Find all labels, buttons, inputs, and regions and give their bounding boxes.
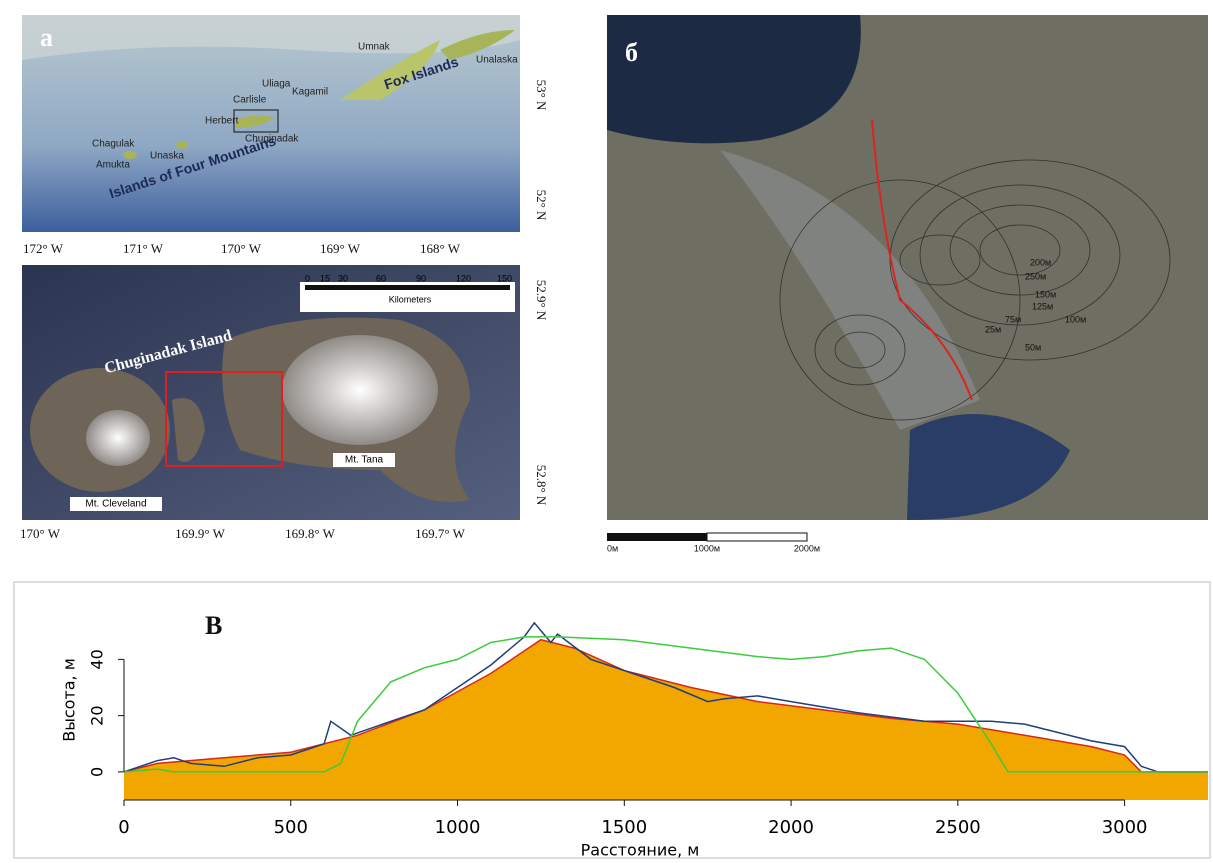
- contour-label: 25м: [985, 324, 1001, 334]
- snowcap: [282, 335, 438, 445]
- scale-bar: [707, 533, 807, 541]
- island-name: Amukta: [96, 160, 130, 171]
- area: [124, 640, 1208, 800]
- x-tick-label: 2500: [935, 817, 981, 838]
- scale-tick: 60: [376, 273, 386, 283]
- island-name: Chagulak: [92, 139, 135, 150]
- island-name: Kagamil: [292, 87, 328, 98]
- x-axis-label: Расстояние, м: [581, 841, 700, 860]
- scale-bar: [607, 533, 707, 541]
- panel-label: a: [40, 23, 53, 52]
- x-tick-label: 1000: [435, 817, 481, 838]
- scale-tick: 30: [338, 273, 348, 283]
- map-a: a Umnak Unalaska Uliaga Kagamil Carlisle…: [22, 15, 549, 256]
- scale-unit: Kilometers: [389, 294, 432, 304]
- map-inset: 0 15 30 60 90 120 150 Kilometers Chugina…: [20, 265, 549, 541]
- scale-tick: 2000м: [794, 543, 820, 553]
- panel-label: В: [205, 611, 222, 640]
- scale-tick: 150: [497, 273, 512, 283]
- y-tick-label: 40: [88, 649, 107, 669]
- y-tick-label: 0: [88, 767, 107, 777]
- lon-tick: 169° W: [320, 241, 361, 256]
- x-tick-label: 0: [118, 817, 129, 838]
- scale-tick: 1000м: [694, 543, 720, 553]
- figure-canvas: a Umnak Unalaska Uliaga Kagamil Carlisle…: [0, 0, 1213, 863]
- x-tick-label: 3000: [1102, 817, 1148, 838]
- contour-label: 200м: [1030, 257, 1051, 267]
- contour-label: 75м: [1005, 314, 1021, 324]
- island: [123, 151, 137, 159]
- island-name: Uliaga: [262, 79, 291, 90]
- lat-tick: 52.8° N: [534, 465, 549, 506]
- lon-tick: 169.9° W: [175, 526, 225, 541]
- lon-tick: 168° W: [420, 241, 461, 256]
- x-tick-label: 2000: [768, 817, 814, 838]
- scale-tick: 120: [456, 273, 471, 283]
- scale-tick: 90: [416, 273, 426, 283]
- map-b: б 25м 50м 75м 100м 125м 150м 200м 250м 0…: [607, 15, 1208, 553]
- snowcap: [86, 410, 150, 466]
- lat-tick: 52.9° N: [534, 280, 549, 321]
- x-tick-label: 500: [274, 817, 308, 838]
- lon-tick: 170° W: [221, 241, 262, 256]
- lon-tick: 172° W: [23, 241, 64, 256]
- scale-tick: 0м: [607, 543, 618, 553]
- lon-tick: 171° W: [123, 241, 164, 256]
- scale-bar: [305, 285, 510, 290]
- contour-label: 150м: [1035, 289, 1056, 299]
- lon-tick: 169.7° W: [415, 526, 465, 541]
- figure: a Umnak Unalaska Uliaga Kagamil Carlisle…: [0, 0, 1213, 863]
- contour-label: 125м: [1032, 301, 1053, 311]
- profile-chart: В Расстояние, м Высота, м 0 20 40 0 500 1000 1…: [60, 611, 1209, 860]
- volcano-name: Mt. Cleveland: [85, 499, 146, 510]
- scale-tick: 0: [305, 273, 310, 283]
- contour-label: 100м: [1065, 314, 1086, 324]
- contour-label: 250м: [1025, 271, 1046, 281]
- y-axis-label: Высота, м: [60, 658, 79, 742]
- island-name: Carlisle: [233, 95, 267, 106]
- lon-tick: 170° W: [20, 526, 61, 541]
- panel-label: б: [625, 38, 638, 67]
- island-name: Unalaska: [476, 55, 518, 66]
- lat-tick: 53° N: [534, 80, 549, 111]
- x-tick-label: 1500: [601, 817, 647, 838]
- scale-tick: 15: [320, 273, 330, 283]
- island-name: Umnak: [358, 42, 391, 53]
- lon-tick: 169.8° W: [285, 526, 335, 541]
- island-name: Unaska: [150, 151, 184, 162]
- island: [176, 141, 188, 149]
- y-tick-label: 20: [88, 705, 107, 725]
- contour-label: 50м: [1025, 342, 1041, 352]
- volcano-name: Mt. Tana: [345, 455, 384, 466]
- island-name: Herbert: [205, 116, 239, 127]
- lat-tick: 52° N: [534, 190, 549, 221]
